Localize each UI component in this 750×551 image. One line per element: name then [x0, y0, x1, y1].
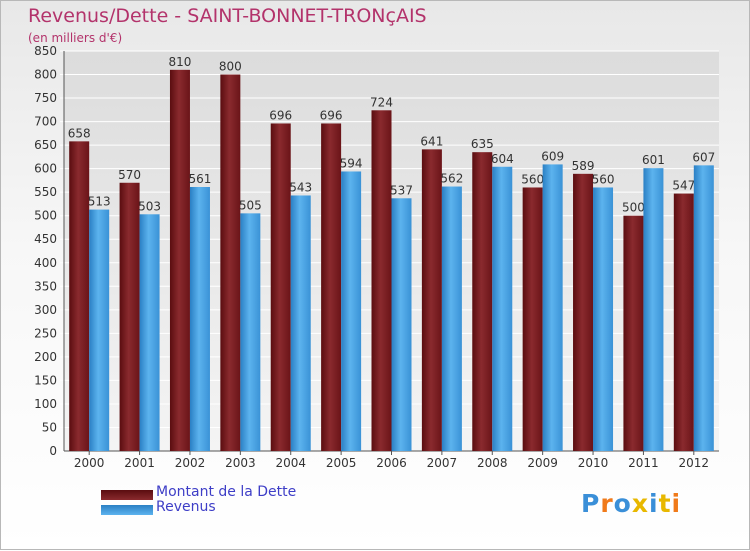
logo-letter: x: [631, 489, 649, 518]
logo-letter: r: [600, 489, 614, 518]
bar-revenue: [693, 165, 714, 451]
bar-revenue: [492, 166, 513, 451]
bar-revenue: [89, 209, 110, 451]
bar-debt: [69, 141, 90, 451]
data-label-revenue: 537: [390, 183, 413, 197]
y-tick-label: 750: [34, 91, 57, 105]
data-label-debt: 560: [521, 172, 544, 186]
logo-letter: i: [649, 489, 659, 518]
data-label-revenue: 543: [289, 180, 312, 194]
chart-title: Revenus/Dette - SAINT-BONNET-TRONçAIS: [28, 5, 427, 27]
chart-subtitle: (en milliers d'€): [28, 31, 123, 45]
data-label-revenue: 513: [88, 195, 111, 209]
legend-label-debt: Montant de la Dette: [156, 484, 297, 500]
bar-debt: [522, 187, 543, 451]
data-label-debt: 696: [269, 108, 292, 122]
y-tick-label: 650: [34, 138, 57, 152]
data-label-debt: 547: [672, 179, 695, 193]
bar-debt: [321, 123, 342, 452]
bar-revenue: [290, 195, 311, 451]
bar-revenue: [189, 187, 210, 451]
y-tick-label: 200: [34, 350, 57, 364]
x-tick-label: 2004: [275, 456, 306, 470]
data-label-debt: 589: [572, 159, 595, 173]
bar-debt: [472, 152, 493, 452]
bar-revenue: [240, 213, 261, 451]
data-label-debt: 800: [219, 60, 242, 74]
bar-debt: [371, 110, 392, 451]
y-tick-label: 0: [49, 444, 57, 458]
y-tick-label: 800: [34, 68, 57, 82]
data-label-revenue: 560: [592, 172, 615, 186]
bar-revenue: [341, 171, 362, 451]
data-label-revenue: 601: [642, 153, 665, 167]
y-tick-label: 100: [34, 397, 57, 411]
x-tick-label: 2008: [477, 456, 508, 470]
data-label-debt: 635: [471, 137, 494, 151]
bar-revenue: [593, 187, 614, 451]
x-tick-label: 2005: [326, 456, 357, 470]
legend-swatch-debt: [101, 490, 153, 500]
logo-letter: o: [613, 489, 632, 518]
y-tick-label: 500: [34, 209, 57, 223]
y-tick-label: 150: [34, 373, 57, 387]
x-tick-label: 2012: [679, 456, 710, 470]
bar-debt: [270, 123, 291, 452]
x-tick-label: 2007: [427, 456, 458, 470]
data-label-revenue: 562: [440, 172, 463, 186]
x-tick-label: 2011: [628, 456, 659, 470]
bar-revenue: [643, 168, 664, 452]
logo-letter: i: [671, 489, 682, 518]
y-tick-label: 700: [34, 115, 57, 129]
x-tick-label: 2010: [578, 456, 609, 470]
logo-letter: P: [581, 489, 601, 518]
y-tick-label: 350: [34, 279, 57, 293]
y-tick-label: 450: [34, 232, 57, 246]
data-label-revenue: 604: [491, 152, 514, 166]
x-tick-label: 2002: [175, 456, 206, 470]
data-label-debt: 500: [622, 201, 645, 215]
y-tick-label: 850: [34, 44, 57, 58]
y-tick-label: 300: [34, 303, 57, 317]
bar-revenue: [139, 214, 160, 451]
data-label-revenue: 607: [692, 150, 715, 164]
y-tick-label: 600: [34, 162, 57, 176]
y-tick-label: 400: [34, 256, 57, 270]
bar-debt: [673, 193, 694, 451]
legend-label-revenue: Revenus: [156, 499, 216, 515]
bar-debt: [119, 182, 140, 451]
bar-debt: [220, 74, 241, 451]
data-label-revenue: 561: [189, 172, 212, 186]
y-tick-label: 50: [42, 420, 57, 434]
x-tick-label: 2001: [124, 456, 155, 470]
x-tick-label: 2003: [225, 456, 256, 470]
bar-debt: [623, 215, 644, 451]
bar-debt: [573, 173, 594, 451]
y-tick-label: 550: [34, 185, 57, 199]
data-label-revenue: 505: [239, 198, 262, 212]
logo-letter: t: [658, 489, 672, 518]
bar-debt: [169, 69, 190, 451]
data-label-debt: 724: [370, 95, 393, 109]
data-label-debt: 810: [169, 55, 192, 69]
x-tick-label: 2009: [527, 456, 558, 470]
legend-swatch-revenue: [101, 505, 153, 515]
data-label-debt: 696: [320, 108, 343, 122]
bar-revenue: [391, 198, 412, 451]
proxiti-logo: Proxiti: [581, 489, 681, 518]
bar-revenue: [441, 186, 462, 451]
data-label-debt: 570: [118, 168, 141, 182]
bar-revenue: [542, 164, 563, 452]
data-label-revenue: 594: [340, 156, 363, 170]
x-tick-label: 2006: [376, 456, 407, 470]
data-label-revenue: 609: [541, 149, 564, 163]
y-tick-label: 250: [34, 326, 57, 340]
data-label-debt: 658: [68, 126, 91, 140]
x-tick-label: 2000: [74, 456, 105, 470]
bar-debt: [421, 149, 442, 451]
data-label-revenue: 503: [138, 199, 161, 213]
data-label-debt: 641: [420, 134, 443, 148]
